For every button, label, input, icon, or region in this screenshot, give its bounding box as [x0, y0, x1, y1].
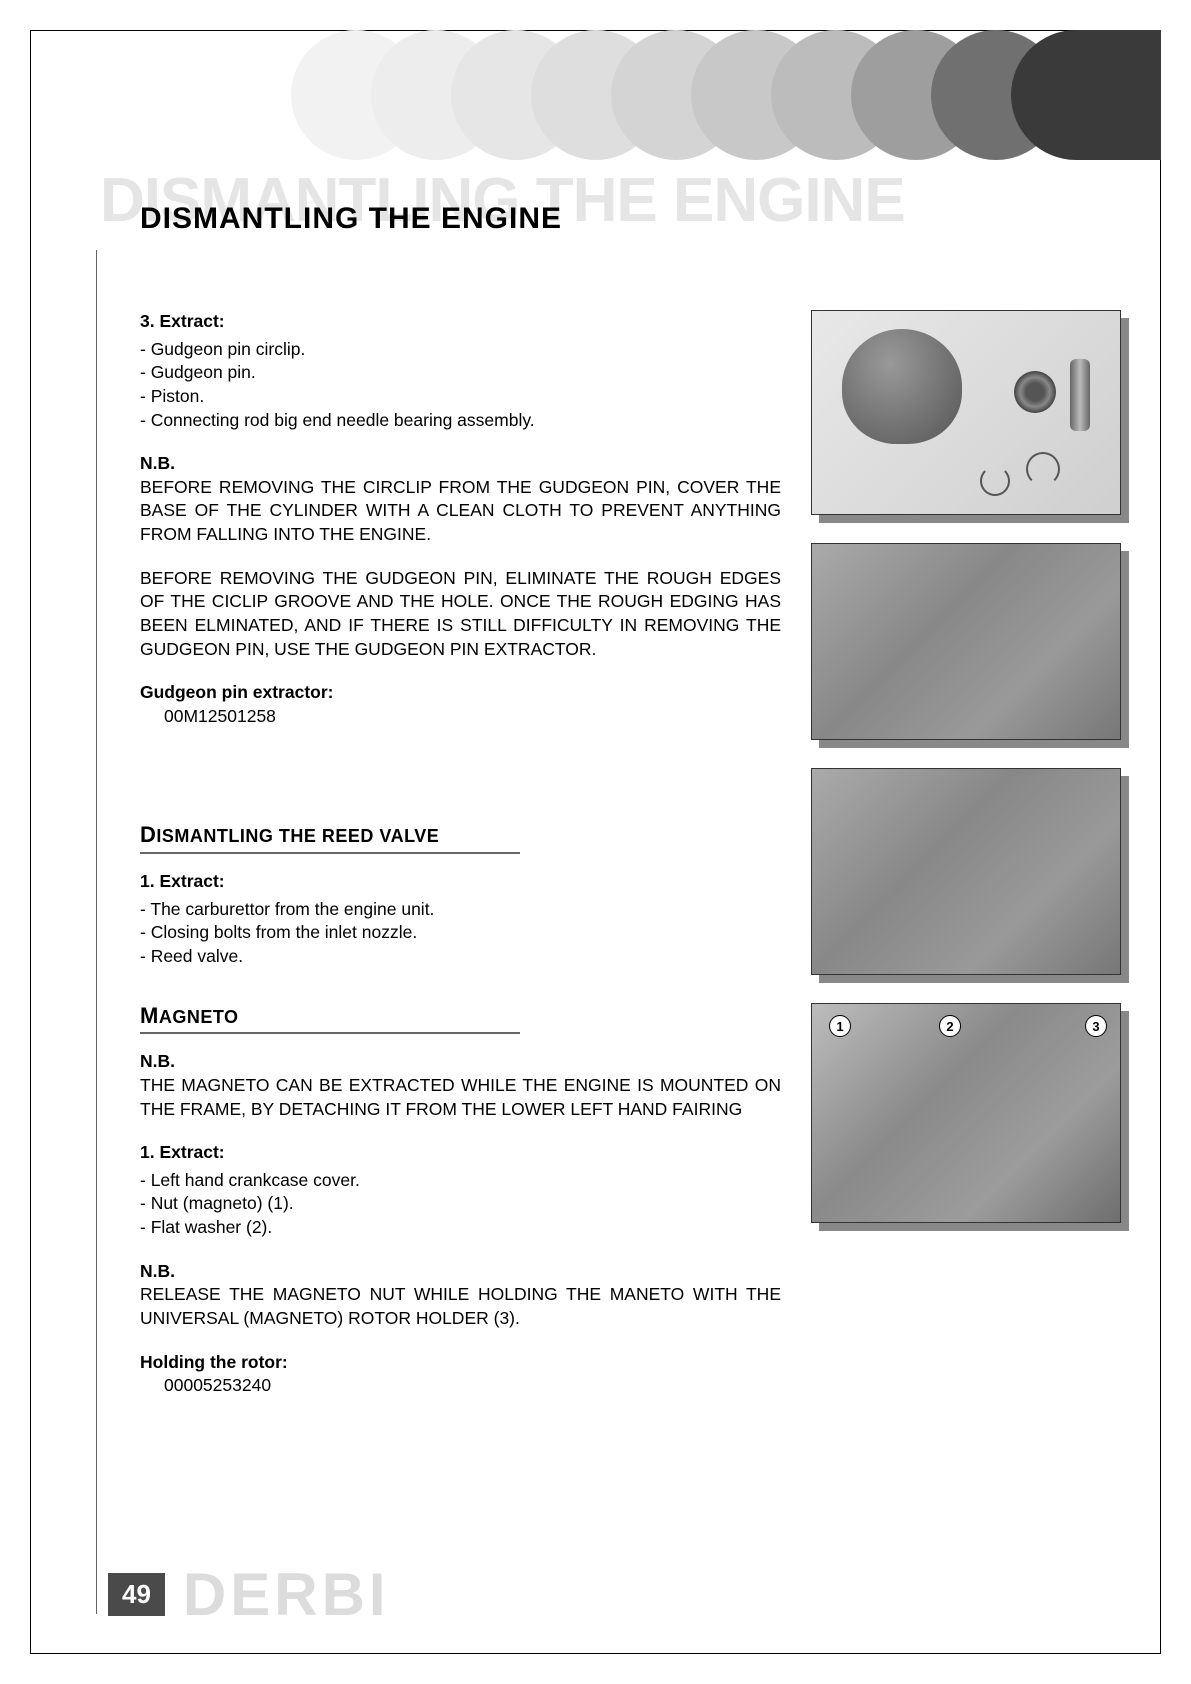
list-item: - Reed valve. [140, 945, 781, 969]
step-heading: 1. Extract: [140, 870, 781, 894]
tool-value: 00M12501258 [140, 705, 781, 729]
figure-reed-valve [811, 768, 1121, 975]
note-label: N.B. [140, 1260, 781, 1284]
figure-piston-in-engine [811, 543, 1121, 740]
bearing-icon [1014, 371, 1056, 413]
piston-icon [842, 329, 962, 444]
tool-label: Holding the rotor: [140, 1351, 781, 1375]
list-item: - The carburettor from the engine unit. [140, 898, 781, 922]
note-text: BEFORE REMOVING THE GUDGEON PIN, ELIMINA… [140, 567, 781, 662]
page-number: 49 [108, 1573, 165, 1616]
note-label: N.B. [140, 1050, 781, 1074]
note-label: N.B. [140, 452, 781, 476]
note-block: N.B. THE MAGNETO CAN BE EXTRACTED WHILE … [140, 1050, 781, 1121]
page-footer: 49 DERBI [108, 1560, 390, 1629]
brand-watermark: DERBI [183, 1560, 390, 1629]
step-heading: 1. Extract: [140, 1141, 781, 1165]
tool-label: Gudgeon pin extractor: [140, 681, 781, 705]
text-column: 3. Extract: - Gudgeon pin circlip. - Gud… [110, 310, 781, 1418]
page-title: DISMANTLING THE ENGINE [140, 202, 562, 236]
list-item: - Closing bolts from the inlet nozzle. [140, 921, 781, 945]
body-columns: 3. Extract: - Gudgeon pin circlip. - Gud… [110, 310, 1121, 1418]
figure-callout: 3 [1085, 1015, 1107, 1037]
tool-ref: Holding the rotor: 00005253240 [140, 1351, 781, 1398]
extract-step-3: 3. Extract: - Gudgeon pin circlip. - Gud… [140, 310, 781, 432]
figure-piston-parts [811, 310, 1121, 515]
figure-callout: 1 [829, 1015, 851, 1037]
section-heading-magneto: MAGNETO [140, 1001, 520, 1035]
note-block: N.B. BEFORE REMOVING THE CIRCLIP FROM TH… [140, 452, 781, 547]
content-area: DISMANTLING THE ENGINE DISMANTLING THE E… [30, 30, 1161, 1654]
note-text: BEFORE REMOVING THE CIRCLIP FROM THE GUD… [140, 476, 781, 547]
note-block: N.B. RELEASE THE MAGNETO NUT WHILE HOLDI… [140, 1260, 781, 1331]
note-text: RELEASE THE MAGNETO NUT WHILE HOLDING TH… [140, 1283, 781, 1330]
extract-step-magneto: 1. Extract: - Left hand crankcase cover.… [140, 1141, 781, 1240]
section-heading-reed-valve: DISMANTLING THE REED VALVE [140, 820, 520, 854]
image-column: 1 2 3 [811, 310, 1121, 1418]
tool-value: 00005253240 [140, 1374, 781, 1398]
list-item: - Gudgeon pin. [140, 361, 781, 385]
list-item: - Nut (magneto) (1). [140, 1192, 781, 1216]
figure-callout: 2 [939, 1015, 961, 1037]
step-heading: 3. Extract: [140, 310, 781, 334]
circlip-icon [980, 466, 1010, 496]
note-text: THE MAGNETO CAN BE EXTRACTED WHILE THE E… [140, 1074, 781, 1121]
extract-step-reed: 1. Extract: - The carburettor from the e… [140, 870, 781, 969]
list-item: - Gudgeon pin circlip. [140, 338, 781, 362]
page-title-block: DISMANTLING THE ENGINE DISMANTLING THE E… [110, 180, 1121, 260]
list-item: - Connecting rod big end needle bearing … [140, 409, 781, 433]
list-item: - Piston. [140, 385, 781, 409]
tool-ref: Gudgeon pin extractor: 00M12501258 [140, 681, 781, 728]
figure-magneto: 1 2 3 [811, 1003, 1121, 1223]
circlip-icon [1026, 452, 1060, 486]
list-item: - Flat washer (2). [140, 1216, 781, 1240]
list-item: - Left hand crankcase cover. [140, 1169, 781, 1193]
gudgeon-pin-icon [1070, 359, 1090, 431]
